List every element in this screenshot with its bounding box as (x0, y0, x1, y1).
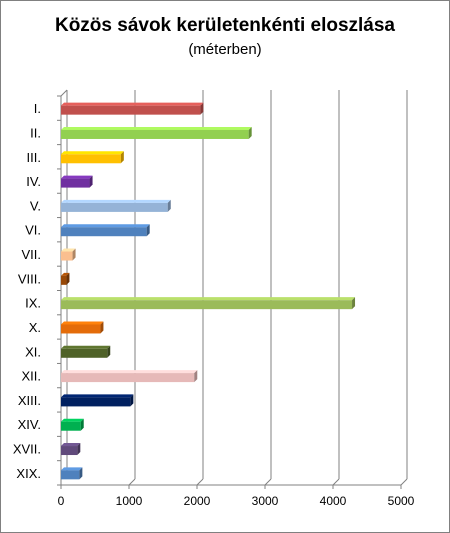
bar-front-face (61, 251, 73, 261)
bar-iv (61, 175, 93, 188)
x-tick-label: 4000 (320, 494, 347, 508)
bar-v (61, 199, 171, 212)
bar-ix (61, 297, 356, 310)
category-label: VII. (21, 247, 41, 262)
bar-side-face (89, 175, 93, 188)
bar-top-face (61, 248, 76, 252)
bar-top-face (61, 370, 198, 374)
bar-side-face (107, 345, 111, 358)
bar-iii (61, 151, 124, 164)
bar-top-face (61, 175, 93, 179)
category-label: V. (30, 198, 41, 213)
gridline-floor (196, 478, 204, 486)
bar-top-face (61, 321, 104, 325)
bar-top-face (61, 199, 171, 203)
bar-side-face (146, 224, 150, 237)
bar-front-face (61, 348, 108, 358)
bar-front-face (61, 397, 131, 407)
bar-top-face (61, 272, 70, 276)
x-tick-label: 5000 (388, 494, 415, 508)
bar-xii (61, 370, 198, 383)
bar-xi (61, 345, 111, 358)
bar-front-face (61, 421, 81, 431)
bar-side-face (167, 199, 171, 212)
bar-front-face (61, 470, 80, 480)
category-label: XIII. (18, 393, 41, 408)
gridline-floor (332, 478, 340, 486)
bar-front-face (61, 373, 195, 383)
bar-front-face (61, 300, 353, 310)
bar-vii (61, 248, 76, 261)
bar-ii (61, 126, 252, 139)
bar-xvii (61, 443, 81, 456)
x-tick-label: 2000 (184, 494, 211, 508)
bar-i (61, 102, 204, 115)
bar-xix (61, 467, 83, 480)
bar-xiii (61, 394, 134, 407)
bar-front-face (61, 324, 101, 334)
category-label: XVII. (13, 442, 41, 457)
bar-top-face (61, 126, 252, 130)
bar-side-face (130, 394, 134, 407)
category-label: VIII. (18, 271, 41, 286)
bar-side-face (79, 467, 83, 480)
bar-top-face (61, 102, 204, 106)
bar-side-face (77, 443, 81, 456)
bar-top-face (61, 151, 124, 155)
bar-front-face (61, 129, 249, 139)
bar-side-face (352, 297, 356, 310)
bar-top-face (61, 224, 150, 228)
category-label: VI. (25, 223, 41, 238)
bar-side-face (66, 272, 70, 285)
bar-top-face (61, 418, 84, 422)
bar-front-face (61, 178, 90, 188)
gridline-floor (264, 478, 272, 486)
gridline-floor (128, 478, 136, 486)
bar-front-face (61, 227, 147, 237)
category-label: XII. (21, 369, 41, 384)
bar-side-face (248, 126, 252, 139)
bar-front-face (61, 275, 67, 285)
bar-front-face (61, 105, 201, 115)
bar-vi (61, 224, 150, 237)
category-label: II. (30, 125, 41, 140)
bar-front-face (61, 202, 168, 212)
x-tick-label: 0 (58, 494, 65, 508)
category-label: XIV. (18, 417, 41, 432)
wall-top-edge (60, 89, 68, 97)
category-label: XI. (25, 344, 41, 359)
x-tick-label: 1000 (116, 494, 143, 508)
category-label: III. (27, 150, 41, 165)
bar-top-face (61, 443, 81, 447)
bar-side-face (80, 418, 84, 431)
bar-front-face (61, 154, 121, 164)
chart-title: Közös sávok kerületenkénti eloszlása (54, 15, 396, 36)
bar-side-face (100, 321, 104, 334)
bar-top-face (61, 467, 83, 471)
category-label: X. (29, 320, 41, 335)
bar-xiv (61, 418, 84, 431)
bar-side-face (120, 151, 124, 164)
bar-x (61, 321, 104, 334)
bar-top-face (61, 297, 356, 301)
gridline-floor (400, 478, 408, 486)
bar-side-face (200, 102, 204, 115)
category-label: IV. (26, 174, 41, 189)
bar-top-face (61, 345, 111, 349)
bar-top-face (61, 394, 134, 398)
category-label: IX. (25, 296, 41, 311)
category-label: I. (34, 101, 41, 116)
bar-side-face (194, 370, 198, 383)
x-tick-label: 3000 (252, 494, 279, 508)
bar-front-face (61, 446, 78, 456)
bar-side-face (72, 248, 76, 261)
category-label: XIX. (16, 466, 41, 481)
chart-subtitle: (méterben) (188, 41, 262, 58)
bar-viii (61, 272, 70, 285)
